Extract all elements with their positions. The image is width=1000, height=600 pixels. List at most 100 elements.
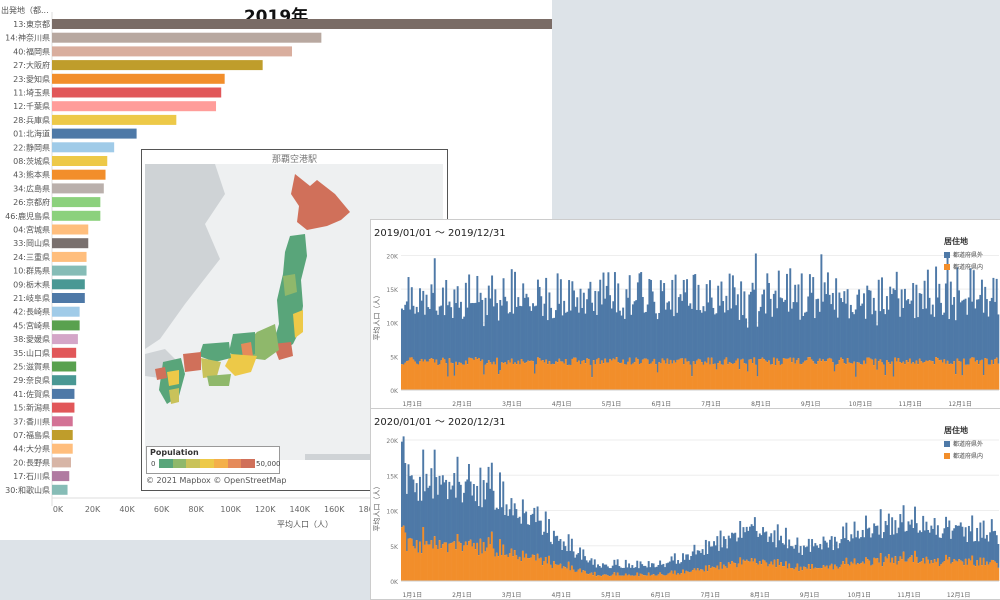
bar-inside xyxy=(654,364,657,390)
bar-inside xyxy=(638,364,641,390)
bar-inside xyxy=(405,361,408,390)
bar-inside xyxy=(616,572,619,581)
bar-outside xyxy=(936,525,939,559)
bar-inside xyxy=(971,357,974,390)
bar-inside xyxy=(566,568,568,581)
category-label: 22:静岡県 xyxy=(13,142,50,152)
bar-outside xyxy=(520,306,523,360)
bar-inside xyxy=(683,573,686,581)
bar-outside xyxy=(517,518,519,560)
bar-inside xyxy=(422,527,425,581)
bar-inside xyxy=(997,363,1000,390)
x-tick-label: 9月1日 xyxy=(800,592,820,599)
bar-inside xyxy=(825,565,828,581)
bar-inside xyxy=(415,363,418,390)
bar-inside xyxy=(419,361,421,390)
bar-inside xyxy=(472,542,475,581)
map-legend-title: Population xyxy=(150,448,199,457)
bar-outside xyxy=(877,279,880,362)
bar-outside xyxy=(758,311,761,360)
bar-outside xyxy=(441,287,444,358)
bar-outside xyxy=(890,294,893,362)
y-tick-label: 15K xyxy=(386,287,399,294)
legend-color-step xyxy=(200,459,214,468)
bar-outside xyxy=(481,299,484,360)
bar-outside xyxy=(703,554,706,572)
bar-outside xyxy=(892,534,895,564)
bar-inside xyxy=(484,551,487,581)
bar-outside xyxy=(927,529,930,560)
bar-outside xyxy=(920,532,923,562)
bar-inside xyxy=(795,360,798,390)
y-tick-label: 5K xyxy=(390,354,399,361)
bar-inside xyxy=(697,358,700,390)
bar-inside xyxy=(574,571,577,581)
bar-inside xyxy=(423,359,426,390)
bar-inside xyxy=(738,369,741,390)
bar-inside xyxy=(876,558,879,581)
bar-inside xyxy=(468,357,471,390)
bar-inside xyxy=(571,358,574,390)
bar-inside xyxy=(816,568,818,581)
bar-inside xyxy=(682,364,685,390)
bar-inside xyxy=(659,572,662,581)
bar-inside xyxy=(540,360,543,390)
bar-inside xyxy=(912,562,915,581)
category-label: 17:石川県 xyxy=(13,472,50,481)
bar-inside xyxy=(463,545,466,581)
bar-outside xyxy=(489,298,492,363)
bar-inside xyxy=(913,363,916,390)
bar-outside xyxy=(539,520,542,558)
bar-inside xyxy=(625,364,628,390)
bar-outside xyxy=(597,291,600,358)
bar xyxy=(52,484,68,495)
bar-outside xyxy=(518,305,521,365)
bar-inside xyxy=(678,574,681,581)
bar-inside xyxy=(620,362,623,390)
bar-inside xyxy=(869,565,872,581)
bar-outside xyxy=(695,554,698,571)
bar-inside xyxy=(717,363,720,390)
x-tick-label: 80K xyxy=(188,505,204,514)
bar-outside xyxy=(987,316,990,365)
bar-inside xyxy=(518,556,521,581)
bar-outside xyxy=(464,282,467,361)
bar-outside xyxy=(763,289,766,360)
bar-inside xyxy=(751,363,754,390)
bar-outside xyxy=(690,556,693,572)
bar-inside xyxy=(866,357,869,390)
bar-outside xyxy=(422,449,425,528)
bar-inside xyxy=(780,562,782,581)
x-tick-label: 10月1日 xyxy=(848,592,871,599)
bar-outside xyxy=(482,480,485,542)
bar-inside xyxy=(433,362,436,390)
legend-color-step xyxy=(227,459,242,468)
bar-inside xyxy=(669,359,672,390)
x-tick-label: 7月1日 xyxy=(701,401,721,408)
bar-inside xyxy=(478,357,480,390)
bar-outside xyxy=(577,312,580,361)
bar-outside xyxy=(633,301,636,363)
bar-inside xyxy=(409,537,412,581)
bar-outside xyxy=(597,564,599,576)
bar-inside xyxy=(747,561,750,581)
bar-inside xyxy=(734,563,737,581)
bar-outside xyxy=(933,316,936,365)
bar-inside xyxy=(500,555,503,581)
bar-outside xyxy=(712,307,715,365)
bar-inside xyxy=(959,361,962,390)
bar-outside xyxy=(923,530,926,564)
bar-inside xyxy=(587,574,590,581)
bar-outside xyxy=(990,519,993,560)
bar-inside xyxy=(605,574,608,581)
bar-outside xyxy=(401,308,403,365)
bar-inside xyxy=(966,364,969,390)
bar-outside xyxy=(853,314,856,362)
bar-inside xyxy=(789,357,792,390)
bar-outside xyxy=(636,282,639,360)
bar-outside xyxy=(855,537,858,565)
bar-inside xyxy=(628,574,631,581)
bar-inside xyxy=(711,566,714,581)
japan-population-map: 那覇空港駅 Population 0 xyxy=(141,149,448,491)
bar-inside xyxy=(534,560,537,581)
